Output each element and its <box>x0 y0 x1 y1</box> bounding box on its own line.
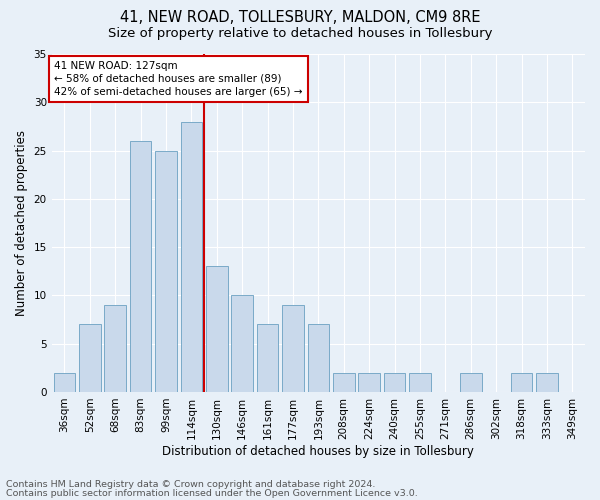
Bar <box>460 372 482 392</box>
Bar <box>130 141 151 392</box>
X-axis label: Distribution of detached houses by size in Tollesbury: Distribution of detached houses by size … <box>163 444 474 458</box>
Bar <box>333 372 355 392</box>
Bar <box>53 372 75 392</box>
Bar <box>79 324 101 392</box>
Bar <box>257 324 278 392</box>
Bar <box>206 266 227 392</box>
Bar <box>536 372 557 392</box>
Bar <box>308 324 329 392</box>
Bar <box>155 150 177 392</box>
Bar <box>181 122 202 392</box>
Bar <box>104 305 126 392</box>
Bar <box>384 372 406 392</box>
Text: Contains HM Land Registry data © Crown copyright and database right 2024.: Contains HM Land Registry data © Crown c… <box>6 480 376 489</box>
Text: Contains public sector information licensed under the Open Government Licence v3: Contains public sector information licen… <box>6 490 418 498</box>
Bar <box>511 372 532 392</box>
Text: 41 NEW ROAD: 127sqm
← 58% of detached houses are smaller (89)
42% of semi-detach: 41 NEW ROAD: 127sqm ← 58% of detached ho… <box>55 61 303 97</box>
Bar <box>358 372 380 392</box>
Y-axis label: Number of detached properties: Number of detached properties <box>15 130 28 316</box>
Bar <box>232 296 253 392</box>
Text: 41, NEW ROAD, TOLLESBURY, MALDON, CM9 8RE: 41, NEW ROAD, TOLLESBURY, MALDON, CM9 8R… <box>120 10 480 25</box>
Bar <box>409 372 431 392</box>
Bar <box>282 305 304 392</box>
Text: Size of property relative to detached houses in Tollesbury: Size of property relative to detached ho… <box>108 28 492 40</box>
